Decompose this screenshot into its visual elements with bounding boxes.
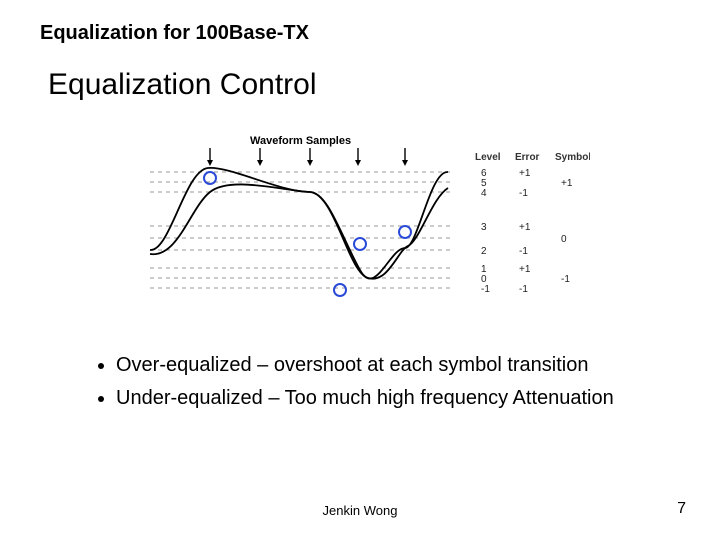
level-value: -1 — [481, 284, 490, 295]
error-value: -1 — [519, 284, 528, 295]
waveform-figure: Waveform SamplesLevelErrorSymbol6+15+14-… — [130, 130, 590, 320]
symbol-value: +1 — [561, 178, 573, 189]
slide-title: Equalization Control — [48, 68, 317, 102]
level-value: 3 — [481, 222, 487, 233]
over-equalized-waveform — [150, 168, 448, 279]
symbol-value: -1 — [561, 274, 570, 285]
symbol-value: 0 — [561, 234, 567, 245]
level-value: 2 — [481, 246, 487, 257]
error-value: -1 — [519, 188, 528, 199]
slide-header: Equalization for 100Base-TX — [40, 22, 309, 45]
col-error-header: Error — [515, 152, 540, 163]
error-value: +1 — [519, 168, 531, 179]
bullet-item: Under-equalized – Too much high frequenc… — [116, 385, 650, 412]
error-value: +1 — [519, 264, 531, 275]
sample-arrowhead — [207, 160, 213, 166]
col-level-header: Level — [475, 152, 501, 163]
sample-arrowhead — [355, 160, 361, 166]
marker-circle — [399, 226, 411, 238]
bullet-item: Over-equalized – overshoot at each symbo… — [116, 352, 650, 379]
sample-arrowhead — [257, 160, 263, 166]
waveform-samples-label: Waveform Samples — [250, 135, 351, 147]
marker-circle — [334, 284, 346, 296]
footer-author: Jenkin Wong — [0, 503, 720, 518]
sample-arrowhead — [307, 160, 313, 166]
col-symbol-header: Symbol — [555, 152, 590, 163]
level-value: 4 — [481, 188, 487, 199]
marker-circle — [354, 238, 366, 250]
error-value: +1 — [519, 222, 531, 233]
sample-arrowhead — [402, 160, 408, 166]
under-equalized-waveform — [150, 184, 448, 278]
footer-page-number: 7 — [677, 500, 686, 518]
error-value: -1 — [519, 246, 528, 257]
bullet-list: Over-equalized – overshoot at each symbo… — [90, 352, 650, 418]
